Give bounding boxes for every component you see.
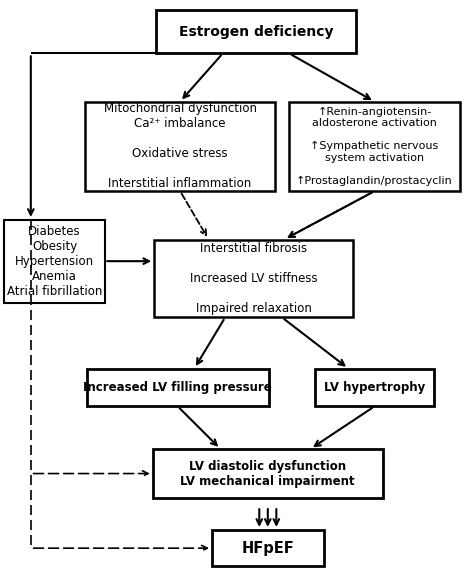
FancyBboxPatch shape bbox=[85, 102, 275, 191]
FancyBboxPatch shape bbox=[4, 219, 105, 303]
FancyBboxPatch shape bbox=[289, 102, 460, 191]
Text: LV diastolic dysfunction
LV mechanical impairment: LV diastolic dysfunction LV mechanical i… bbox=[181, 460, 355, 487]
Text: Increased LV filling pressure: Increased LV filling pressure bbox=[83, 381, 272, 394]
FancyBboxPatch shape bbox=[86, 369, 269, 406]
Text: HFpEF: HFpEF bbox=[241, 541, 294, 556]
Text: Mitochondrial dysfunction
Ca²⁺ imbalance

Oxidative stress

Interstitial inflamm: Mitochondrial dysfunction Ca²⁺ imbalance… bbox=[104, 102, 256, 191]
Text: Diabetes
Obesity
Hypertension
Anemia
Atrial fibrillation: Diabetes Obesity Hypertension Anemia Atr… bbox=[7, 224, 102, 298]
FancyBboxPatch shape bbox=[156, 10, 356, 53]
Text: LV hypertrophy: LV hypertrophy bbox=[324, 381, 425, 394]
Text: Estrogen deficiency: Estrogen deficiency bbox=[179, 25, 333, 38]
FancyBboxPatch shape bbox=[154, 240, 353, 317]
FancyBboxPatch shape bbox=[315, 369, 434, 406]
Text: Interstitial fibrosis

Increased LV stiffness

Impaired relaxation: Interstitial fibrosis Increased LV stiff… bbox=[190, 242, 318, 315]
Text: ↑Renin-angiotensin-
aldosterone activation

↑Sympathetic nervous
system activati: ↑Renin-angiotensin- aldosterone activati… bbox=[296, 106, 453, 187]
FancyBboxPatch shape bbox=[212, 530, 323, 566]
FancyBboxPatch shape bbox=[153, 449, 383, 498]
